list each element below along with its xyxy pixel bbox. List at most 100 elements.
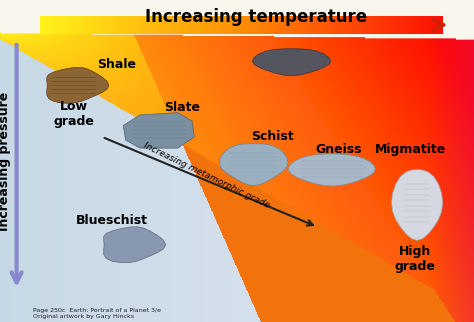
Text: Slate: Slate: [164, 101, 201, 114]
Polygon shape: [435, 16, 437, 34]
Text: Increasing temperature: Increasing temperature: [145, 8, 367, 26]
Polygon shape: [346, 16, 348, 34]
Polygon shape: [314, 16, 316, 34]
Polygon shape: [151, 16, 153, 34]
Polygon shape: [369, 16, 371, 34]
Polygon shape: [330, 16, 332, 34]
Polygon shape: [322, 16, 324, 34]
Text: High
grade: High grade: [394, 245, 435, 273]
Polygon shape: [234, 16, 236, 34]
Polygon shape: [222, 16, 224, 34]
Polygon shape: [300, 16, 302, 34]
Polygon shape: [99, 16, 100, 34]
Polygon shape: [185, 16, 187, 34]
Polygon shape: [175, 16, 177, 34]
Polygon shape: [278, 16, 280, 34]
Polygon shape: [324, 16, 326, 34]
Polygon shape: [254, 16, 256, 34]
Polygon shape: [427, 16, 429, 34]
Polygon shape: [61, 16, 63, 34]
Polygon shape: [268, 16, 270, 34]
Polygon shape: [374, 16, 377, 34]
Text: Increasing metamorphic grade: Increasing metamorphic grade: [142, 141, 271, 210]
Polygon shape: [69, 16, 71, 34]
Polygon shape: [81, 16, 82, 34]
Polygon shape: [240, 16, 242, 34]
Polygon shape: [385, 16, 387, 34]
Text: Blueschist: Blueschist: [75, 214, 147, 227]
Polygon shape: [131, 16, 133, 34]
Polygon shape: [179, 16, 181, 34]
Polygon shape: [219, 144, 288, 185]
Polygon shape: [66, 16, 69, 34]
Polygon shape: [391, 16, 393, 34]
Polygon shape: [244, 16, 246, 34]
Polygon shape: [181, 16, 183, 34]
Polygon shape: [332, 16, 334, 34]
Polygon shape: [437, 16, 439, 34]
Polygon shape: [216, 16, 218, 34]
Polygon shape: [111, 16, 113, 34]
Polygon shape: [123, 113, 194, 148]
Polygon shape: [361, 16, 363, 34]
Polygon shape: [373, 16, 374, 34]
Polygon shape: [74, 16, 77, 34]
Polygon shape: [40, 16, 42, 34]
Polygon shape: [288, 16, 290, 34]
Polygon shape: [337, 16, 338, 34]
Polygon shape: [409, 16, 411, 34]
Polygon shape: [355, 16, 356, 34]
Polygon shape: [226, 16, 228, 34]
Polygon shape: [419, 16, 421, 34]
Polygon shape: [53, 16, 55, 34]
Polygon shape: [393, 16, 395, 34]
Polygon shape: [383, 16, 385, 34]
Polygon shape: [139, 16, 141, 34]
Polygon shape: [286, 16, 288, 34]
Polygon shape: [109, 16, 111, 34]
Text: Increasing pressure: Increasing pressure: [0, 91, 11, 231]
Polygon shape: [87, 16, 89, 34]
Polygon shape: [320, 16, 322, 34]
Polygon shape: [306, 16, 308, 34]
Polygon shape: [119, 16, 121, 34]
Polygon shape: [266, 16, 268, 34]
Polygon shape: [198, 16, 200, 34]
Polygon shape: [292, 16, 294, 34]
Polygon shape: [350, 16, 353, 34]
Polygon shape: [82, 16, 84, 34]
Polygon shape: [219, 16, 222, 34]
Polygon shape: [250, 16, 252, 34]
Polygon shape: [191, 16, 193, 34]
Polygon shape: [135, 16, 137, 34]
Polygon shape: [289, 154, 375, 186]
Polygon shape: [274, 16, 276, 34]
Polygon shape: [304, 16, 306, 34]
Polygon shape: [104, 227, 166, 263]
Polygon shape: [141, 16, 143, 34]
Polygon shape: [272, 16, 274, 34]
Polygon shape: [143, 16, 145, 34]
Polygon shape: [91, 16, 92, 34]
Polygon shape: [387, 16, 389, 34]
Polygon shape: [417, 16, 419, 34]
Polygon shape: [280, 16, 282, 34]
Polygon shape: [89, 16, 91, 34]
Polygon shape: [95, 16, 97, 34]
Polygon shape: [348, 16, 350, 34]
Polygon shape: [232, 16, 234, 34]
Polygon shape: [326, 16, 328, 34]
Polygon shape: [405, 16, 407, 34]
Polygon shape: [312, 16, 314, 34]
Polygon shape: [159, 16, 161, 34]
Polygon shape: [411, 16, 413, 34]
Polygon shape: [345, 16, 346, 34]
Polygon shape: [256, 16, 258, 34]
Polygon shape: [334, 16, 337, 34]
Polygon shape: [237, 16, 240, 34]
Polygon shape: [147, 16, 149, 34]
Polygon shape: [208, 16, 210, 34]
Polygon shape: [165, 16, 167, 34]
Polygon shape: [407, 16, 409, 34]
Polygon shape: [260, 16, 262, 34]
